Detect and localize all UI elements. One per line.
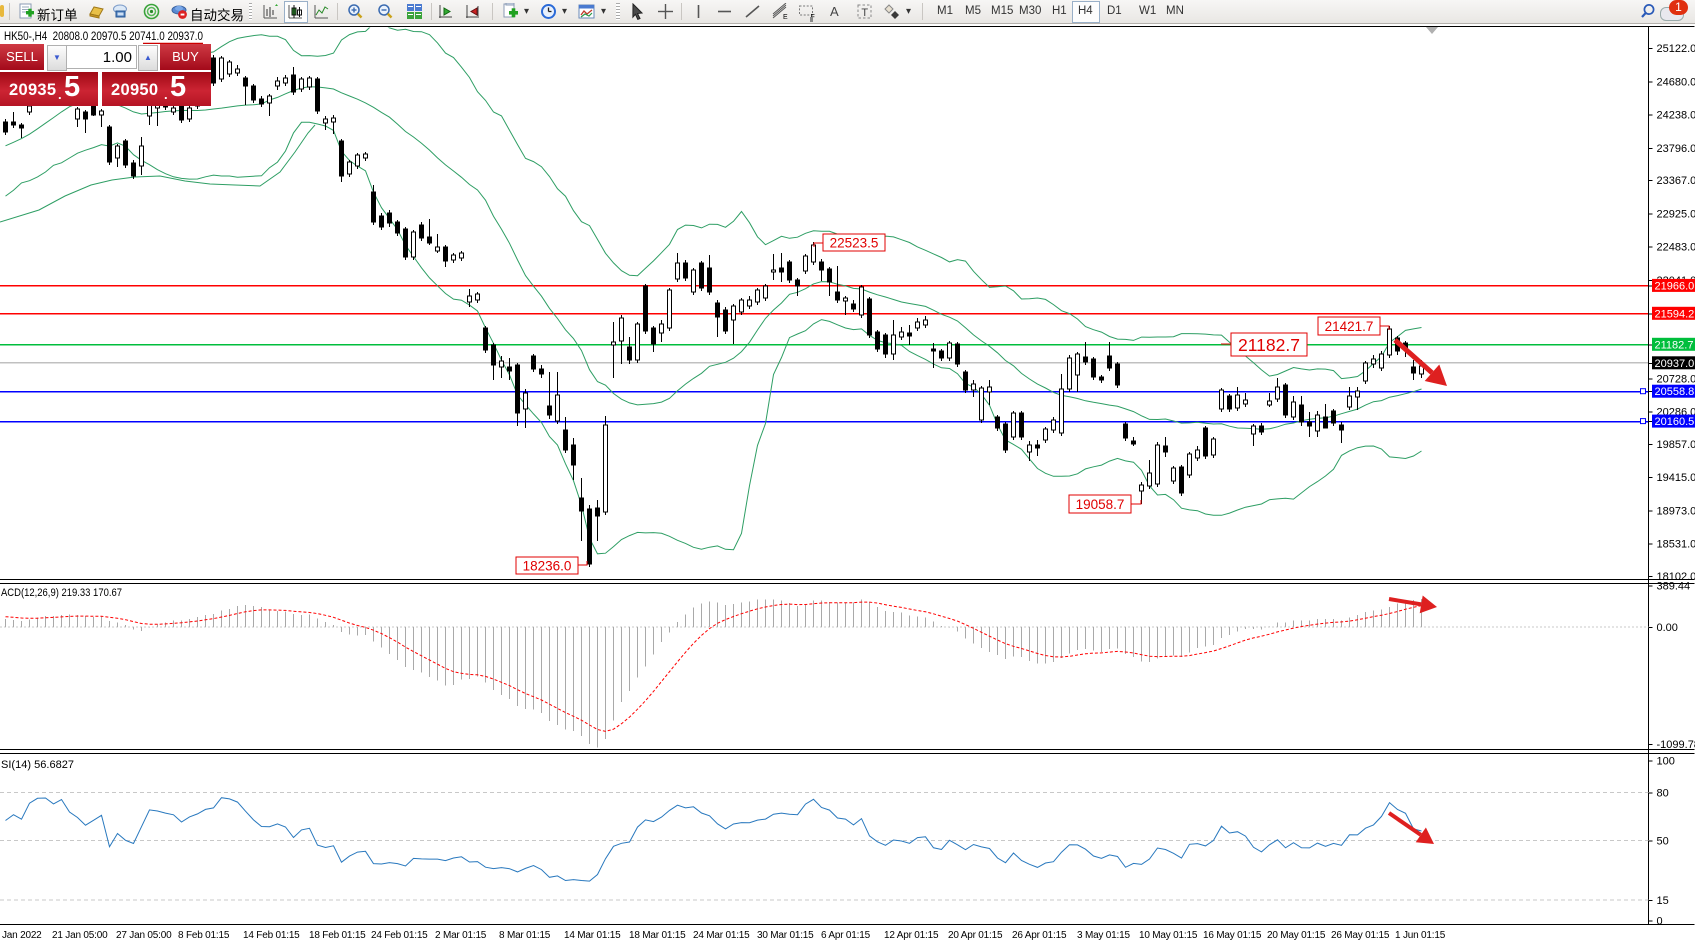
svg-text:21421.7: 21421.7 bbox=[1325, 319, 1374, 334]
svg-text:22925.0: 22925.0 bbox=[1657, 208, 1695, 220]
svg-text:14 Mar 01:15: 14 Mar 01:15 bbox=[564, 930, 621, 941]
svg-text:100: 100 bbox=[1657, 756, 1675, 768]
svg-text:24238.0: 24238.0 bbox=[1657, 110, 1695, 122]
svg-text:80: 80 bbox=[1657, 788, 1669, 800]
svg-text:20160.5: 20160.5 bbox=[1655, 416, 1695, 428]
svg-text:21182.7: 21182.7 bbox=[1655, 339, 1694, 351]
svg-text:HK50-,H4 20808.0 20970.5 2074: HK50-,H4 20808.0 20970.5 20741.0 20937.0 bbox=[4, 31, 203, 43]
svg-text:20728.0: 20728.0 bbox=[1657, 374, 1695, 386]
svg-text:6 Apr 01:15: 6 Apr 01:15 bbox=[821, 930, 871, 941]
svg-text:T: T bbox=[861, 7, 868, 19]
svg-text:0: 0 bbox=[1657, 916, 1663, 928]
svg-text:24680.0: 24680.0 bbox=[1657, 76, 1695, 88]
svg-text:24 Feb 01:15: 24 Feb 01:15 bbox=[371, 930, 428, 941]
svg-text:0.00: 0.00 bbox=[1657, 622, 1678, 634]
svg-text:18236.0: 18236.0 bbox=[523, 558, 572, 573]
svg-text:21966.0: 21966.0 bbox=[1655, 280, 1695, 292]
svg-text:389.44: 389.44 bbox=[1657, 581, 1691, 593]
svg-text:15: 15 bbox=[1657, 895, 1669, 907]
svg-text:21 Jan 05:00: 21 Jan 05:00 bbox=[52, 930, 108, 941]
svg-text:E: E bbox=[783, 14, 788, 20]
svg-text:2 Mar 01:15: 2 Mar 01:15 bbox=[435, 930, 487, 941]
svg-text:19857.0: 19857.0 bbox=[1657, 439, 1695, 451]
svg-text:18973.0: 18973.0 bbox=[1657, 505, 1695, 517]
svg-text:19415.0: 19415.0 bbox=[1657, 472, 1695, 484]
svg-text:22523.5: 22523.5 bbox=[830, 235, 879, 250]
svg-text:50: 50 bbox=[1657, 836, 1669, 848]
svg-text:1 Jun 01:15: 1 Jun 01:15 bbox=[1395, 930, 1446, 941]
svg-text:20558.8: 20558.8 bbox=[1655, 386, 1695, 398]
svg-text:16 May 01:15: 16 May 01:15 bbox=[1203, 930, 1262, 941]
svg-text:18531.0: 18531.0 bbox=[1657, 539, 1695, 551]
svg-text:Jan 2022: Jan 2022 bbox=[2, 930, 42, 941]
svg-text:20 May 01:15: 20 May 01:15 bbox=[1267, 930, 1326, 941]
svg-text:3 May 01:15: 3 May 01:15 bbox=[1077, 930, 1130, 941]
svg-text:19058.7: 19058.7 bbox=[1076, 497, 1125, 512]
svg-text:26 Apr 01:15: 26 Apr 01:15 bbox=[1012, 930, 1067, 941]
svg-text:18 Mar 01:15: 18 Mar 01:15 bbox=[629, 930, 686, 941]
svg-text:18 Feb 01:15: 18 Feb 01:15 bbox=[309, 930, 366, 941]
svg-text:22483.0: 22483.0 bbox=[1657, 242, 1695, 254]
svg-text:21594.2: 21594.2 bbox=[1655, 308, 1695, 320]
svg-text:-1099.78: -1099.78 bbox=[1657, 739, 1695, 751]
svg-text:8 Feb 01:15: 8 Feb 01:15 bbox=[178, 930, 230, 941]
svg-text:14 Feb 01:15: 14 Feb 01:15 bbox=[243, 930, 300, 941]
svg-text:ACD(12,26,9) 219.33 170.67: ACD(12,26,9) 219.33 170.67 bbox=[1, 587, 122, 599]
svg-text:27 Jan 05:00: 27 Jan 05:00 bbox=[116, 930, 172, 941]
svg-text:25122.0: 25122.0 bbox=[1657, 43, 1695, 55]
svg-text:24 Mar 01:15: 24 Mar 01:15 bbox=[693, 930, 750, 941]
svg-text:23367.0: 23367.0 bbox=[1657, 175, 1695, 187]
svg-text:20 Apr 01:15: 20 Apr 01:15 bbox=[948, 930, 1003, 941]
svg-text:26 May 01:15: 26 May 01:15 bbox=[1331, 930, 1390, 941]
svg-text:21182.7: 21182.7 bbox=[1238, 335, 1300, 355]
svg-text:30 Mar 01:15: 30 Mar 01:15 bbox=[757, 930, 814, 941]
svg-text:10 May 01:15: 10 May 01:15 bbox=[1139, 930, 1198, 941]
svg-text:18102.0: 18102.0 bbox=[1657, 571, 1695, 583]
svg-text:12 Apr 01:15: 12 Apr 01:15 bbox=[884, 930, 939, 941]
svg-text:23796.0: 23796.0 bbox=[1657, 143, 1695, 155]
svg-text:20937.0: 20937.0 bbox=[1655, 358, 1695, 370]
svg-text:8 Mar 01:15: 8 Mar 01:15 bbox=[499, 930, 551, 941]
svg-text:SI(14) 56.6827: SI(14) 56.6827 bbox=[1, 759, 74, 771]
